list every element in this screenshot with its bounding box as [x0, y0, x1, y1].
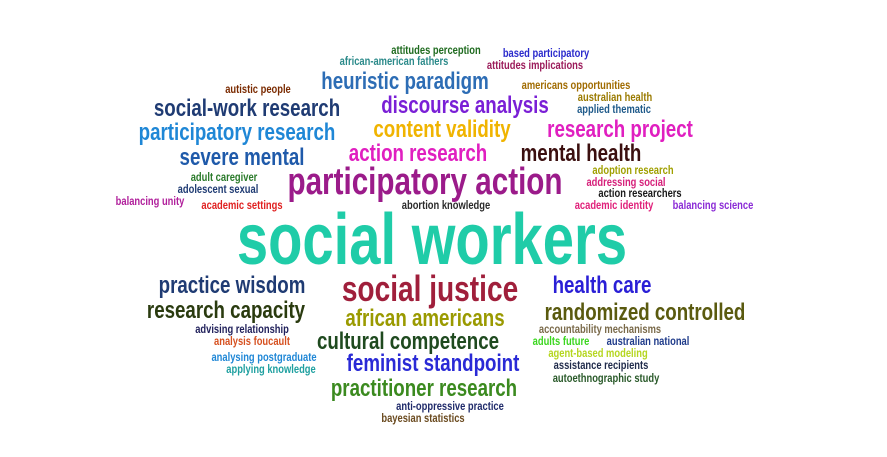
word: academic settings: [201, 198, 283, 212]
word: feminist standpoint: [346, 350, 520, 377]
word: research project: [547, 116, 693, 143]
word: participatory action: [287, 161, 563, 203]
word: anti-oppressive practice: [396, 399, 504, 413]
word: autoethnographic study: [552, 371, 660, 385]
word: advising relationship: [195, 322, 289, 336]
word: cultural competence: [316, 328, 500, 355]
word: australian national: [606, 334, 690, 348]
word: african americans: [345, 305, 505, 332]
word: accountability mechanisms: [538, 322, 662, 336]
word: randomized controlled: [544, 299, 746, 326]
word: adult caregiver: [190, 170, 258, 184]
word: agent-based modeling: [548, 346, 648, 360]
word: social-work research: [153, 95, 341, 122]
word: practice wisdom: [158, 272, 306, 299]
word: adolescent sexual: [177, 182, 259, 196]
word: americans opportunities: [521, 78, 631, 92]
word: academic identity: [574, 198, 654, 212]
word: research capacity: [146, 297, 306, 324]
word: addressing social: [586, 175, 666, 189]
word: discourse analysis: [381, 92, 549, 119]
word: abortion knowledge: [401, 198, 491, 212]
word: attitudes perception: [391, 43, 481, 57]
word: balancing unity: [115, 194, 185, 208]
word: african-american fathers: [339, 54, 449, 68]
word: australian health: [577, 90, 653, 104]
word: autistic people: [225, 82, 291, 96]
word: adults future: [532, 334, 590, 348]
word: analysing postgraduate: [211, 350, 317, 364]
word: applying knowledge: [226, 362, 316, 376]
word: social justice: [341, 268, 519, 309]
word: severe mental: [179, 144, 305, 171]
word: bayesian statistics: [381, 411, 465, 425]
word: practitioner research: [330, 375, 518, 402]
word: content validity: [373, 116, 511, 143]
word: applied thematic: [577, 102, 651, 116]
word: action researchers: [598, 186, 682, 200]
word: social workers: [236, 200, 628, 280]
word: mental health: [520, 140, 642, 167]
word: participatory research: [138, 119, 336, 146]
word: heuristic paradigm: [321, 68, 489, 95]
word: balancing science: [672, 198, 754, 212]
word: action research: [348, 140, 488, 167]
word: attitudes implications: [486, 58, 584, 72]
word: based participatory: [502, 46, 590, 60]
word: health care: [552, 272, 652, 299]
word: analysis foucault: [214, 334, 290, 348]
word: adoption research: [592, 163, 674, 177]
word: assistance recipients: [553, 358, 649, 372]
